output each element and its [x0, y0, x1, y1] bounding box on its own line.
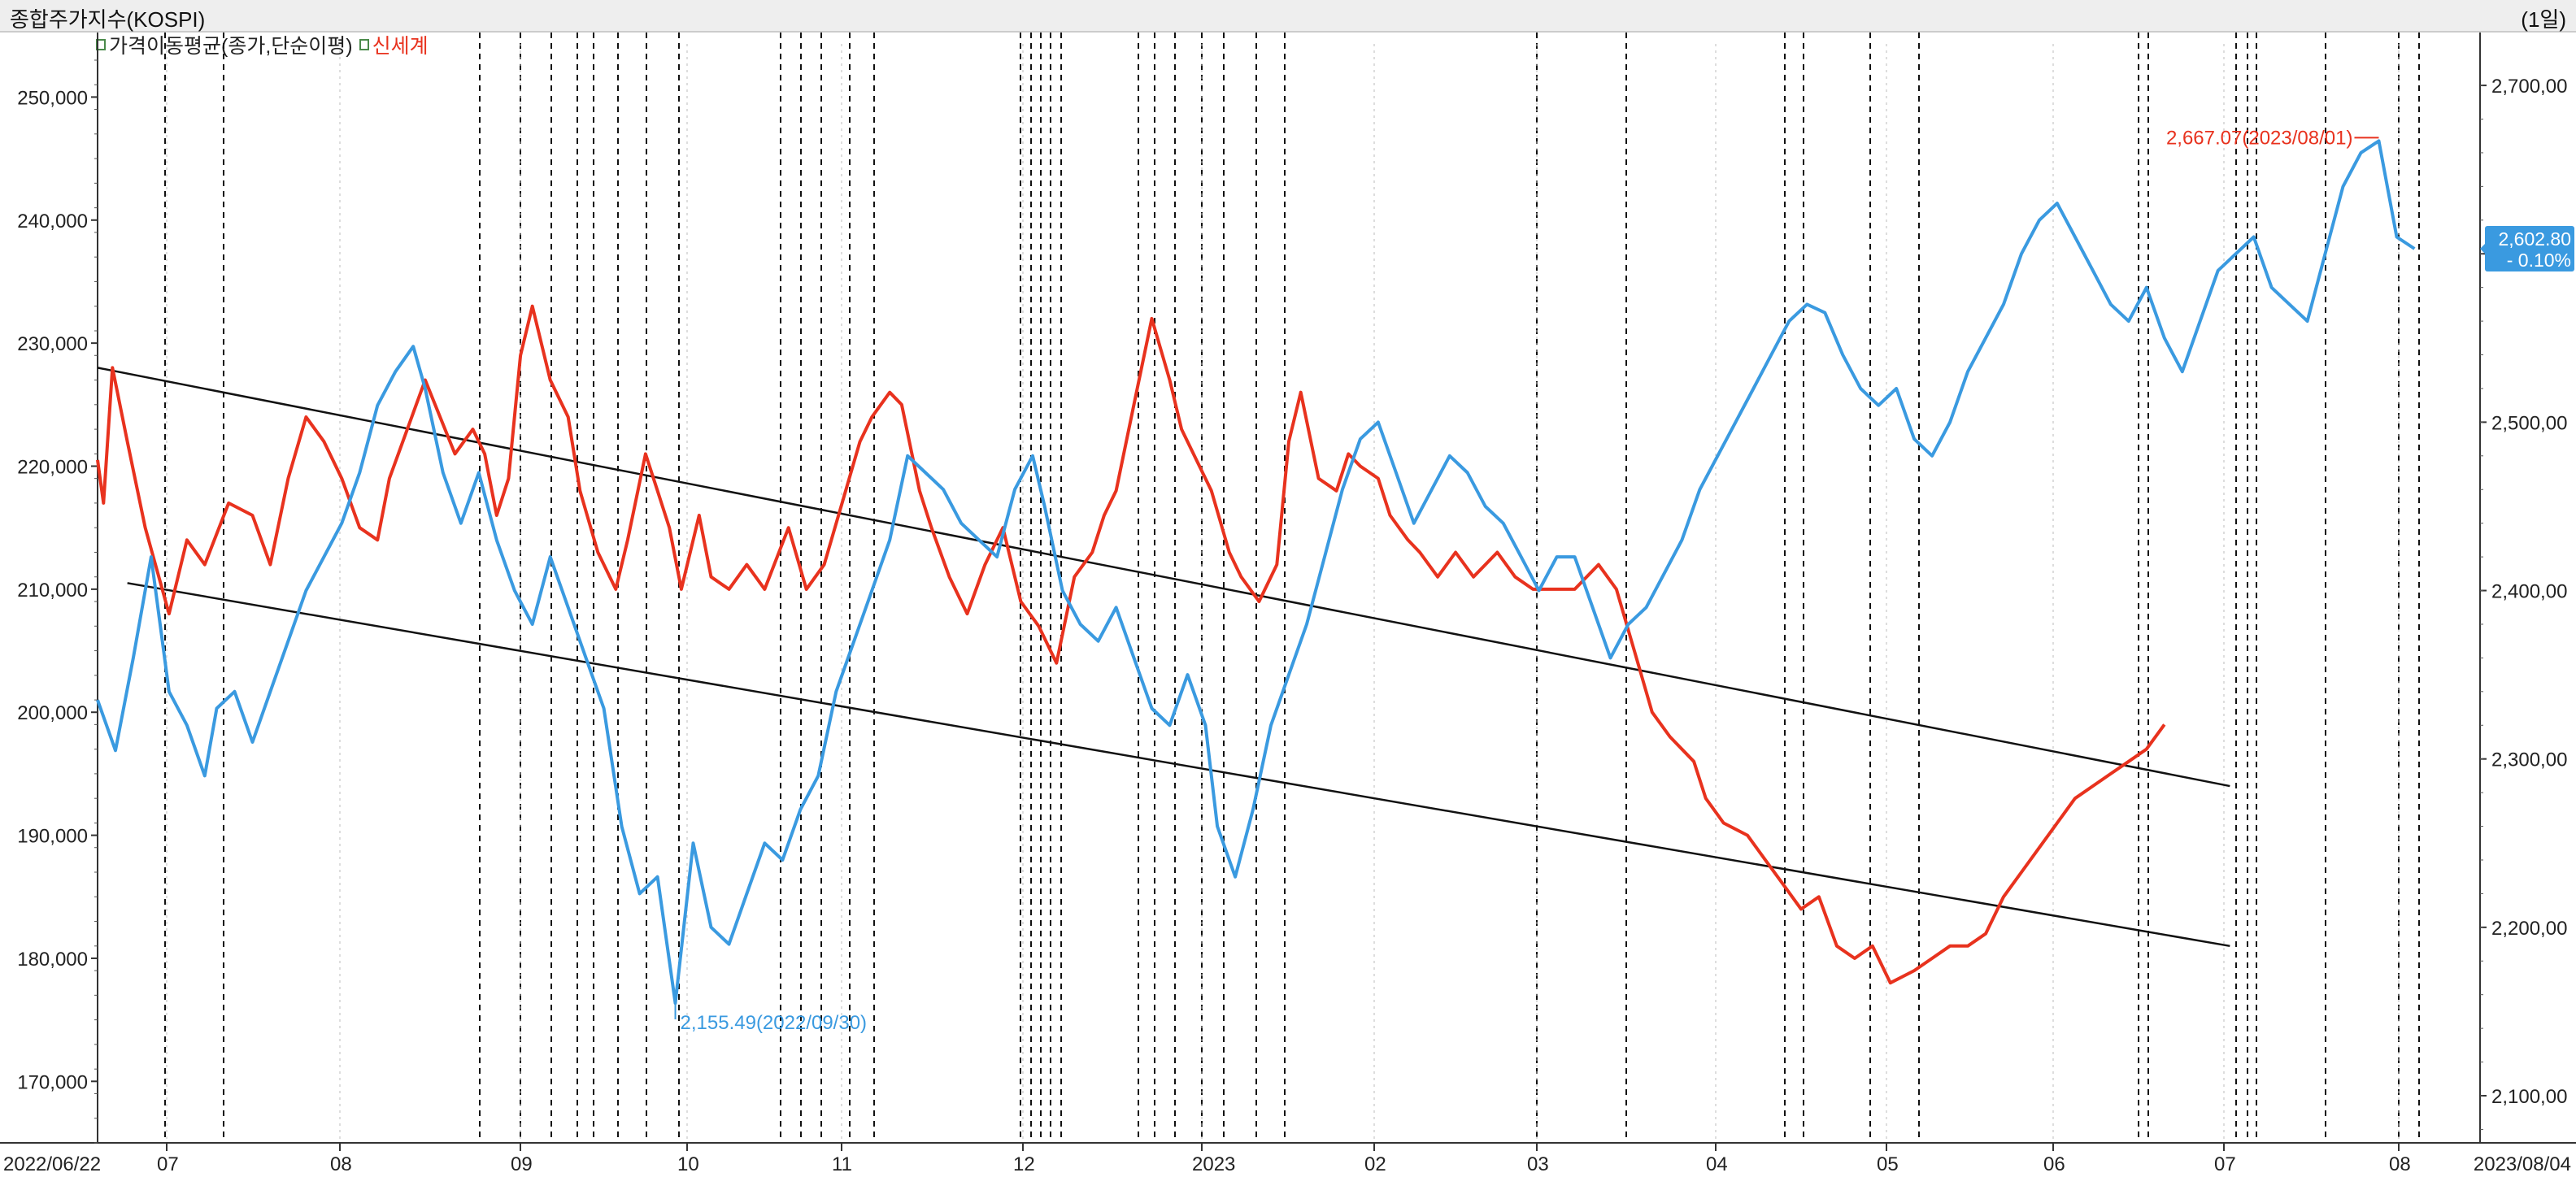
right-tick-label: 2,700,00: [2491, 76, 2567, 98]
right-tick-label: 2,400,00: [2491, 581, 2567, 603]
x-tick-label: 08: [2389, 1153, 2411, 1175]
left-tick-label: 190,000: [17, 826, 88, 848]
last-change-label: - 0.10%: [2507, 250, 2571, 271]
x-tick-label: 02: [1364, 1153, 1386, 1175]
series-line-kospi: [96, 139, 2416, 1005]
chart-title: 종합주가지수(KOSPI): [10, 7, 206, 32]
series-lines: [96, 139, 2416, 1005]
trend-channel: [97, 367, 2230, 948]
event-vertical-lines: [164, 33, 2420, 1143]
right-tick-label: 2,500,00: [2491, 412, 2567, 434]
annotations: 2,667.07(2023/08/01) 2,155.49(2022/09/30)…: [674, 127, 2574, 1034]
legend: 가격이동평균(종가,단순이평) 신세계: [96, 31, 429, 59]
left-tick-label: 180,000: [17, 949, 88, 971]
x-start-label: 2022/06/22: [3, 1153, 101, 1175]
annotation-low: 2,155.49(2022/09/30): [681, 1012, 868, 1034]
left-tick-label: 170,000: [17, 1071, 88, 1093]
left-tick-label: 200,000: [17, 702, 88, 724]
x-tick-label: 05: [1877, 1153, 1899, 1175]
last-value-label: 2,602.80: [2498, 228, 2571, 250]
left-tick-label: 210,000: [17, 580, 88, 602]
legend-label-moving-average: 가격이동평균(종가,단순이평): [109, 35, 353, 58]
annotation-high: 2,667.07(2023/08/01): [2166, 127, 2353, 149]
legend-label-shinsegae: 신세계: [372, 35, 429, 58]
x-tick-label: 03: [1527, 1153, 1549, 1175]
x-tick-label: 04: [1706, 1153, 1728, 1175]
x-axis-ticks: 07 08 09 10 11 12 2023 02 03 04 05 06 07 08 2022/06/22…: [3, 1143, 2571, 1175]
period-label: (1일): [2521, 7, 2566, 32]
last-value-box: [2485, 226, 2574, 272]
x-tick-label: 10: [677, 1153, 699, 1175]
right-tick-label: 2,300,00: [2491, 749, 2567, 771]
x-tick-label: 11: [832, 1153, 852, 1175]
left-tick-label: 240,000: [17, 211, 88, 232]
last-value-pointer: [2480, 242, 2487, 256]
x-tick-label: 2023: [1192, 1153, 1235, 1175]
x-tick-label: 09: [511, 1153, 533, 1175]
trend-line: [127, 582, 2230, 948]
legend-item-moving-average[interactable]: 가격이동평균(종가,단순이평): [96, 30, 353, 59]
x-tick-label: 12: [1013, 1153, 1035, 1175]
x-tick-label: 07: [157, 1153, 179, 1175]
left-tick-label: 220,000: [17, 457, 88, 479]
axes: [0, 33, 2576, 1144]
legend-item-shinsegae[interactable]: 신세계: [359, 30, 429, 59]
right-tick-label: 2,100,00: [2491, 1086, 2567, 1108]
x-end-label: 2023/08/04: [2474, 1153, 2571, 1175]
checkbox-icon[interactable]: [359, 39, 369, 50]
left-axis-ticks: 170,000 180,000 190,000 200,000 210,000 220,0…: [17, 59, 98, 1144]
right-tick-label: 2,200,00: [2491, 918, 2567, 940]
left-tick-label: 230,000: [17, 333, 88, 355]
series-line-shinsegae: [96, 304, 2166, 985]
left-tick-label: 250,000: [17, 87, 88, 109]
chart-title-bar: 종합주가지수(KOSPI) (1일): [0, 0, 2576, 33]
month-gridlines: [166, 44, 2400, 1143]
x-tick-label: 06: [2043, 1153, 2065, 1175]
x-tick-label: 07: [2214, 1153, 2236, 1175]
trend-line: [97, 367, 2230, 788]
x-tick-label: 08: [330, 1153, 352, 1175]
